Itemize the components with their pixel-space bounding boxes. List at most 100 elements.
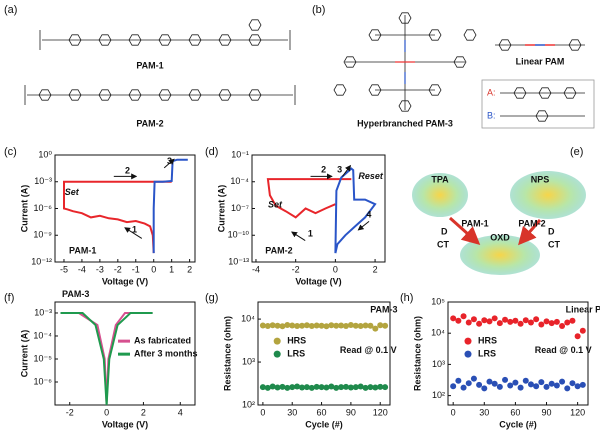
data-point: [481, 317, 488, 324]
y-tick-label: 10⁵: [431, 296, 445, 306]
data-line: [152, 158, 188, 254]
x-axis-title: Voltage (V): [295, 276, 341, 286]
annotation: PAM-3: [370, 305, 397, 315]
data-point: [496, 320, 503, 327]
x-tick-label: 90: [542, 407, 552, 417]
data-point: [343, 323, 349, 330]
data-point: [522, 377, 529, 384]
data-point: [259, 384, 266, 391]
legend-swatch: [273, 350, 281, 358]
data-point: [367, 384, 374, 391]
data-point: [294, 383, 301, 390]
panel-label: (a): [4, 4, 17, 16]
data-point: [507, 318, 514, 325]
data-point: [323, 384, 330, 391]
data-point: [294, 323, 301, 330]
chart: -5 -4 -3 -2 -1 0 1 2 10⁰ 10⁻³ 10⁻⁶ 10⁻⁹ 10⁻¹² Voltage…: [19, 149, 196, 286]
node-label: OXD: [490, 232, 510, 242]
chart: 0 30 60 90 120 10² 10³ 10⁴ Cycle (#) Resistance (…: [222, 301, 398, 429]
annotation: 1: [308, 229, 313, 239]
panel-label: (f): [4, 292, 14, 304]
y-tick-label: 10⁻¹²: [31, 256, 52, 266]
data-point: [579, 381, 586, 388]
x-tick-label: 4: [178, 407, 183, 417]
panel-label: (g): [205, 292, 218, 304]
y-tick-label: 10⁰: [38, 149, 52, 159]
y-tick-label: 10⁻¹⁰: [228, 230, 250, 240]
data-point: [357, 323, 364, 330]
data-point: [308, 323, 315, 330]
annotation: 1: [132, 224, 137, 234]
data-point: [548, 320, 555, 327]
legend-label: HRS: [478, 336, 497, 346]
diagram-e: [412, 171, 586, 275]
data-point: [527, 381, 534, 388]
data-point: [338, 322, 345, 329]
annotation: Set: [268, 200, 283, 210]
data-point: [382, 322, 389, 329]
node-label: NPS: [531, 174, 550, 184]
x-tick-label: 0: [333, 264, 338, 274]
data-point: [347, 321, 354, 328]
x-tick-label: -2: [66, 407, 74, 417]
data-point: [470, 375, 477, 382]
annotation: Set: [65, 187, 80, 197]
structure-name: PAM-2: [136, 118, 163, 128]
data-point: [450, 315, 457, 322]
data-point: [543, 383, 550, 390]
y-tick-label: 10³: [432, 359, 445, 369]
data-point: [333, 384, 340, 391]
structure-linear: [495, 39, 585, 51]
x-tick-label: 120: [373, 407, 388, 417]
orbital-blob: [412, 173, 468, 217]
key-box: [481, 79, 595, 129]
structure-pam1: [39, 19, 291, 50]
x-tick-label: 90: [346, 407, 356, 417]
chart: -4 -2 0 2 10⁻¹ 10⁻⁴ 10⁻⁷ 10⁻¹⁰ 10⁻¹³ Voltage (V) C…: [216, 149, 386, 286]
data-point: [269, 383, 276, 390]
annotation: Linear PAM: [566, 305, 600, 315]
ct-arrow: [449, 216, 481, 245]
annotation: 2: [321, 164, 326, 174]
data-point: [372, 384, 379, 391]
x-tick-label: 2: [141, 407, 146, 417]
y-axis-title: Current (A): [19, 185, 29, 233]
y-tick-label: 10⁻³: [34, 307, 52, 317]
data-point: [465, 380, 472, 387]
data-point: [289, 322, 296, 329]
data-point: [533, 316, 540, 323]
data-point: [313, 322, 320, 329]
x-tick-label: 2: [187, 264, 192, 274]
x-tick-label: 120: [570, 407, 585, 417]
y-tick-label: 10²: [432, 390, 445, 400]
legend-label: LRS: [287, 349, 305, 359]
structure-name: PAM-1: [136, 60, 163, 70]
data-point: [347, 384, 354, 391]
data-point: [318, 322, 325, 329]
x-tick-label: 0: [260, 407, 265, 417]
data-point: [284, 384, 291, 391]
arrow: [291, 231, 306, 242]
link-label: PAM-2: [518, 218, 545, 228]
x-tick-label: 60: [317, 407, 327, 417]
data-point: [367, 322, 374, 329]
y-tick-label: 10⁻⁶: [34, 203, 53, 213]
legend-label: After 3 months: [134, 349, 198, 359]
data-point: [269, 322, 276, 329]
data-point: [259, 322, 266, 329]
arrow: [342, 164, 352, 177]
x-tick-label: -2: [292, 264, 300, 274]
data-point: [289, 384, 296, 391]
data-point: [323, 323, 330, 330]
data-point: [502, 376, 509, 383]
data-point: [279, 323, 286, 330]
x-tick-label: 60: [510, 407, 520, 417]
data-point: [299, 384, 305, 391]
y-tick-label: 10⁻⁶: [34, 376, 53, 386]
x-tick-label: 0: [451, 407, 456, 417]
orbital-blob: [510, 171, 586, 219]
data-point: [486, 318, 493, 325]
panel-label: (h): [400, 292, 413, 304]
data-point: [502, 316, 509, 323]
data-point: [512, 317, 519, 324]
